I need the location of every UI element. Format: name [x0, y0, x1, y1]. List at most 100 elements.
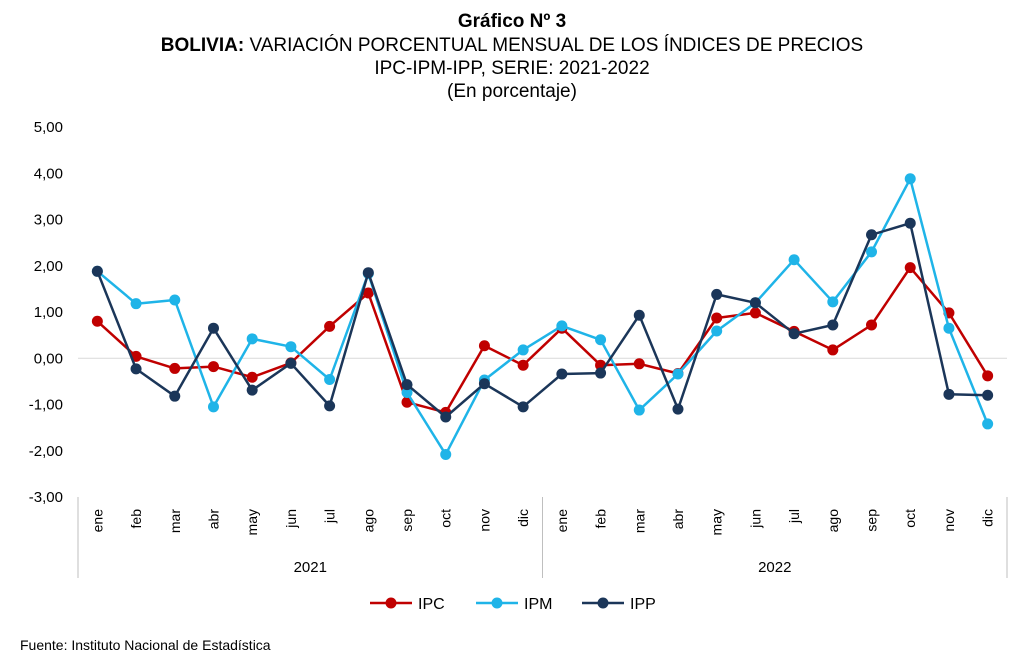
x-tick-label: nov: [476, 509, 492, 532]
point-ipm: [982, 418, 994, 430]
point-ipm: [169, 294, 181, 306]
chart-subtitle-unit: (En porcentaje): [447, 81, 577, 102]
legend-label-ipp: IPP: [630, 596, 656, 613]
point-ipp: [91, 265, 103, 277]
point-ipm: [285, 341, 297, 353]
point-ipm: [827, 296, 839, 308]
chart-subtitle-series: IPC-IPM-IPP, SERIE: 2021-2022: [374, 58, 650, 79]
chart-title: Gráfico Nº 3: [457, 11, 567, 32]
y-tick-label: 1,00: [34, 304, 63, 321]
point-ipp: [788, 328, 800, 340]
point-ipc: [362, 287, 374, 299]
y-tick-label: 4,00: [34, 165, 63, 182]
x-tick-label: oct: [438, 509, 454, 528]
point-ipm: [517, 344, 529, 356]
point-ipm: [401, 386, 413, 398]
point-ipm: [207, 401, 219, 413]
x-tick-label: mar: [167, 509, 183, 533]
point-ipm: [633, 404, 645, 416]
point-ipp: [517, 401, 529, 413]
point-ipp: [982, 389, 994, 401]
y-tick-label: 0,00: [34, 350, 63, 367]
y-tick-label: 3,00: [34, 212, 63, 229]
series-line-ipm: [96, 177, 989, 456]
point-ipm: [246, 333, 258, 345]
point-ipm: [866, 246, 878, 258]
subtitle-description: VARIACIÓN PORCENTUAL MENSUAL DE LOS ÍNDI…: [244, 35, 864, 56]
x-tick-label: dic: [980, 509, 996, 527]
point-ipm: [711, 325, 723, 337]
point-ipc: [749, 307, 761, 319]
point-ipm: [672, 368, 684, 380]
x-tick-label: dic: [515, 509, 531, 527]
line-chart: 5,00 4,00 3,00 2,00 1,00 0,00 -1,00 -2,00 -3,00 2…: [29, 119, 1008, 613]
point-ipc: [401, 396, 413, 408]
subtitle-country: BOLIVIA:: [160, 35, 245, 56]
y-tick-label: 2,00: [34, 258, 63, 275]
point-ipm: [440, 448, 452, 460]
x-tick-label: sep: [864, 509, 880, 532]
point-ipp: [749, 297, 761, 309]
chart-titles: Gráfico Nº 3 BOLIVIA: VARIACIÓN PORCENTU…: [0, 10, 1024, 103]
x-tick-label: mar: [631, 509, 647, 533]
series-line-ipp: [96, 221, 988, 419]
point-ipc: [324, 320, 336, 332]
point-ipm: [130, 298, 142, 310]
point-ipp: [324, 400, 336, 412]
point-ipc: [633, 358, 645, 370]
point-ipp: [130, 363, 142, 375]
legend-label-ipm: IPM: [524, 596, 552, 613]
point-ipp: [904, 217, 916, 229]
point-ipp: [556, 368, 568, 380]
point-ipm: [788, 254, 800, 266]
point-ipc: [246, 371, 258, 383]
point-ipp: [633, 309, 645, 321]
point-ipc: [91, 315, 103, 327]
x-tick-label: jul: [786, 509, 802, 524]
x-tick-label: feb: [593, 509, 609, 529]
source-note: Fuente: Instituto Nacional de Estadístic…: [20, 637, 271, 653]
point-ipc: [207, 361, 219, 373]
x-group-label: 2021: [294, 559, 327, 576]
point-ipm: [904, 173, 916, 185]
y-tick-label: -2,00: [29, 443, 63, 460]
point-ipp: [401, 379, 413, 391]
x-tick-label: jun: [747, 509, 763, 529]
legend-label-ipc: IPC: [418, 596, 445, 613]
point-ipp: [943, 388, 955, 400]
point-ipm: [943, 322, 955, 334]
point-ipp: [866, 229, 878, 241]
point-ipp: [246, 384, 258, 396]
legend-marker-ipm: [491, 597, 503, 609]
point-ipm: [324, 374, 336, 386]
y-tick-label: -1,00: [29, 397, 63, 414]
point-ipp: [672, 403, 684, 415]
point-ipm: [556, 320, 568, 332]
series-line-ipc: [96, 266, 989, 414]
point-ipp: [711, 288, 723, 300]
x-tick-label: abr: [670, 509, 686, 530]
y-tick-label: 5,00: [34, 119, 63, 136]
x-tick-label: ago: [360, 509, 376, 533]
point-ipp: [169, 390, 181, 402]
legend-marker-ipp: [597, 597, 609, 609]
point-ipc: [169, 362, 181, 374]
point-ipm: [595, 334, 607, 346]
point-ipp: [362, 267, 374, 279]
x-tick-label: jul: [322, 509, 338, 524]
point-ipc: [866, 319, 878, 331]
x-tick-label: ago: [825, 509, 841, 533]
point-ipc: [711, 312, 723, 324]
x-tick-label: feb: [128, 509, 144, 529]
chart-subtitle: BOLIVIA: VARIACIÓN PORCENTUAL MENSUAL DE…: [0, 34, 1024, 57]
x-tick-label: abr: [205, 509, 221, 530]
x-tick-label: sep: [399, 509, 415, 532]
x-tick-label: may: [244, 509, 260, 535]
legend-marker-ipc: [385, 597, 397, 609]
point-ipc: [904, 262, 916, 274]
point-ipp: [440, 411, 452, 423]
x-tick-label: oct: [902, 509, 918, 528]
x-tick-label: ene: [554, 509, 570, 533]
x-group-label: 2022: [758, 559, 791, 576]
x-tick-label: ene: [89, 509, 105, 533]
